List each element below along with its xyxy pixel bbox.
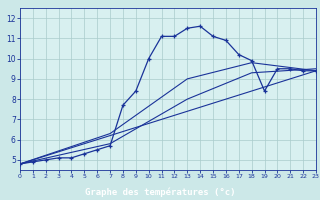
Text: Graphe des températures (°c): Graphe des températures (°c): [85, 187, 235, 197]
